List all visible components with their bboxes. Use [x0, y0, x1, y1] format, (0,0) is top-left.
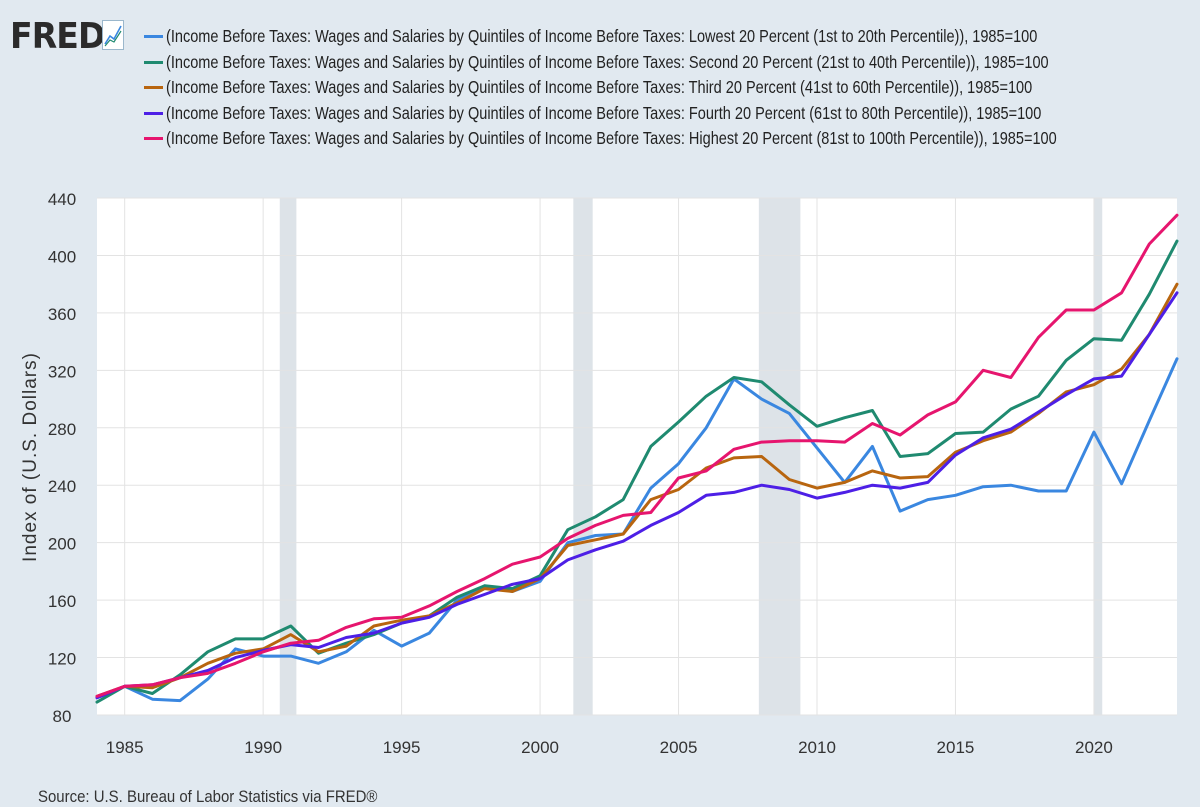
- x-tick-label: 1995: [383, 738, 421, 757]
- legend-swatch: [144, 86, 163, 89]
- series-line-5: [95, 213, 1179, 698]
- y-tick-label: 320: [48, 362, 76, 381]
- y-tick-label: 120: [48, 650, 76, 669]
- x-tick-label: 2000: [521, 738, 559, 757]
- y-tick-label: 200: [48, 535, 76, 554]
- x-tick-label: 1990: [244, 738, 282, 757]
- recession-shade: [758, 198, 801, 715]
- x-tick-label: 2015: [937, 738, 975, 757]
- legend-swatch: [144, 60, 163, 64]
- series-line-1: [95, 357, 1179, 703]
- x-tick-label: 2010: [798, 738, 836, 757]
- y-tick-label: 360: [48, 305, 76, 324]
- legend-swatch: [144, 111, 163, 115]
- series-line-2: [95, 239, 1179, 704]
- source-note: Source: U.S. Bureau of Labor Statistics …: [38, 787, 378, 806]
- x-tick-label: 2020: [1075, 738, 1113, 757]
- x-tick-label: 2005: [660, 738, 698, 757]
- recession-shade: [279, 198, 297, 715]
- recession-shade: [573, 198, 593, 715]
- plot-background: [97, 198, 1177, 715]
- series-line-3: [95, 282, 1179, 698]
- y-tick-label: 400: [48, 247, 76, 266]
- y-tick-label: 280: [48, 420, 76, 439]
- y-tick-label: 240: [48, 477, 76, 496]
- legend-swatch: [144, 137, 163, 140]
- legend-swatch: [144, 35, 163, 38]
- legend-label: (Income Before Taxes: Wages and Salaries…: [166, 102, 1042, 123]
- y-tick-label: 80: [53, 707, 72, 726]
- legend-label: (Income Before Taxes: Wages and Salaries…: [166, 26, 1038, 46]
- y-tick-label: 440: [48, 190, 76, 209]
- legend-label: (Income Before Taxes: Wages and Salaries…: [166, 51, 1049, 72]
- fred-logo[interactable]: FRED: [10, 16, 105, 57]
- fred-graph-icon: [102, 20, 124, 50]
- recession-shade: [1093, 198, 1103, 715]
- legend-label: (Income Before Taxes: Wages and Salaries…: [166, 77, 1033, 97]
- y-tick-label: 160: [48, 592, 76, 611]
- legend-label: (Income Before Taxes: Wages and Salaries…: [166, 128, 1057, 148]
- x-tick-label: 1985: [106, 738, 144, 757]
